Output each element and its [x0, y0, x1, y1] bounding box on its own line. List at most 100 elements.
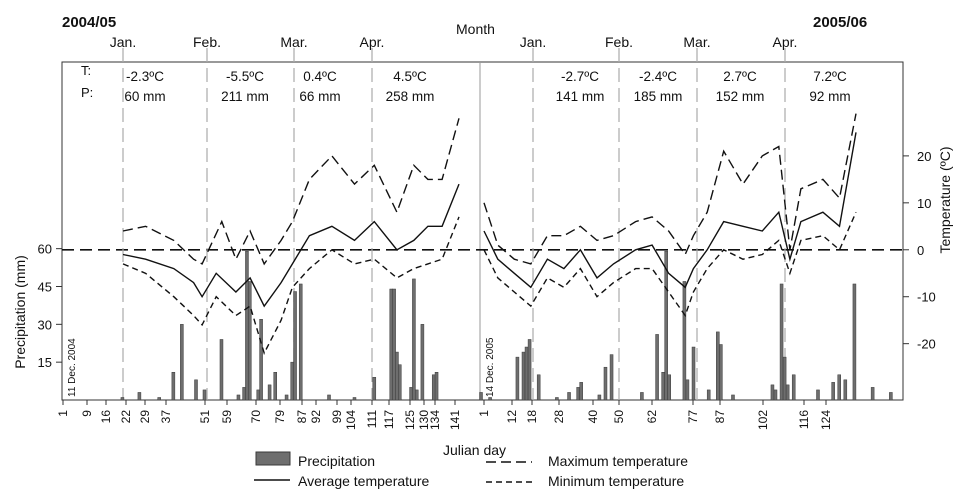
month-precipitation-stat: 258 mm [386, 89, 435, 104]
temperature-tick-label: 10 [917, 196, 931, 211]
julian-day-tick-label: 59 [220, 410, 234, 424]
y-axis-right-label: Temperature (ºC) [937, 146, 953, 253]
legend-average-label: Average temperature [298, 473, 429, 489]
precipitation-bars [120, 250, 893, 401]
precipitation-bar [567, 392, 571, 401]
precipitation-bar [527, 339, 532, 401]
precipitation-bar [242, 387, 246, 401]
precipitation-bar [640, 392, 644, 401]
precipitation-bar [293, 291, 297, 401]
precipitation-bar [398, 364, 402, 401]
julian-day-tick-label: 77 [686, 410, 700, 424]
precipitation-bar [245, 250, 249, 401]
precipitation-bar [706, 389, 711, 401]
precipitation-bar [420, 324, 425, 401]
precipitation-bar [256, 389, 261, 401]
precipitation-bar [719, 344, 723, 401]
precipitation-bar [284, 394, 289, 401]
month-label: Feb. [193, 34, 221, 50]
precipitation-bar [434, 372, 439, 401]
precipitation-bar [655, 334, 659, 401]
precipitation-bar [843, 379, 848, 401]
precipitation-bar [685, 379, 690, 401]
month-precipitation-stat: 66 mm [299, 89, 340, 104]
precipitation-bar [392, 288, 396, 401]
precipitation-bar [180, 324, 184, 401]
precipitation-bar [667, 374, 671, 401]
precipitation-bar [248, 281, 252, 401]
x-axis-label: Julian day [443, 442, 506, 458]
precipitation-bar [770, 384, 775, 401]
month-temperature-stat: -2.4ºC [639, 69, 677, 84]
julian-day-tick-label: 87 [713, 410, 727, 424]
precipitation-bar [889, 392, 893, 401]
julian-day-tick-label: 22 [119, 410, 133, 424]
precipitation-tick-label: 60 [38, 242, 52, 257]
precipitation-bar [524, 346, 529, 401]
precipitation-bar [259, 319, 263, 401]
precipitation-bar [716, 331, 720, 401]
period-start-label: 14 Dec. 2005 [485, 337, 496, 397]
temperature-tick-label: 0 [917, 243, 924, 258]
month-label: Feb. [605, 34, 633, 50]
precipitation-bar [202, 389, 207, 401]
julian-day-tick-label: 102 [756, 410, 770, 430]
julian-day-tick-label: 1 [56, 410, 70, 417]
precipitation-bar [389, 288, 394, 401]
month-precipitation-stat: 211 mm [221, 89, 269, 104]
precipitation-bar [412, 278, 416, 401]
precipitation-bar [831, 382, 835, 401]
month-label: Mar. [683, 34, 710, 50]
julian-day-tick-label: 130 [417, 410, 431, 430]
precipitation-bar [298, 283, 303, 401]
precipitation-bar [603, 366, 608, 401]
julian-day-tick-label: 117 [382, 410, 396, 429]
julian-day-tick-label: 29 [138, 410, 152, 424]
average-temperature-line [122, 183, 460, 308]
precipitation-bar [479, 392, 483, 401]
plot-frame [61, 61, 904, 401]
legend-maximum-label: Maximum temperature [548, 453, 688, 469]
precipitation-bar [352, 397, 357, 401]
plot-border [61, 61, 904, 401]
precipitation-bar [194, 379, 198, 401]
month-precipitation-stat: 92 mm [809, 89, 850, 104]
julian-day-tick-label: 40 [586, 410, 600, 424]
y-axis-left-label: Precipitation (mm) [12, 255, 28, 369]
month-temperature-stat: 4.5ºC [393, 69, 427, 84]
precipitation-bar [157, 397, 161, 401]
season-left-label: 2004/05 [62, 14, 116, 31]
julian-day-tick-label: 116 [797, 410, 811, 429]
temperature-lines [122, 113, 857, 355]
julian-day-tick-label: 62 [645, 410, 659, 424]
temperature-tick-label: -10 [917, 290, 936, 305]
month-label: Jan. [520, 34, 546, 50]
julian-day-tick-label: 28 [552, 410, 566, 424]
max-temperature-line [122, 118, 460, 266]
temperature-tick-label: -20 [917, 337, 936, 352]
julian-day-tick-label: 141 [448, 410, 462, 430]
julian-day-tick-label: 79 [273, 410, 287, 424]
month-temperature-stat: -2.3ºC [126, 69, 164, 84]
precipitation-bar [782, 356, 787, 401]
julian-day-tick-label: 87 [295, 410, 309, 424]
precipitation-bar [576, 387, 580, 401]
precipitation-bar [273, 372, 277, 401]
month-precipitation-stat: 141 mm [556, 89, 605, 104]
precipitation-bar [691, 346, 696, 401]
average-temperature-line [483, 132, 857, 289]
precipitation-bar [290, 361, 294, 401]
month-label: Apr. [773, 34, 798, 50]
min-temperature-line [483, 211, 857, 318]
month-dividers: Jan. -2.3ºC 60 mm Feb. -5.5ºC 211 mm Mar. 0.4ºC… [110, 34, 851, 400]
precipitation-tick-label: 45 [38, 279, 52, 294]
legend-precipitation-swatch [255, 451, 291, 466]
julian-day-tick-label: 125 [403, 410, 417, 430]
stats-t-label: T: [81, 63, 91, 78]
temperature-tick-label: 20 [917, 149, 931, 164]
julian-day-tick-label: 92 [309, 410, 323, 424]
precipitation-tick-label: 15 [38, 355, 52, 370]
precipitation-bar [791, 374, 796, 401]
